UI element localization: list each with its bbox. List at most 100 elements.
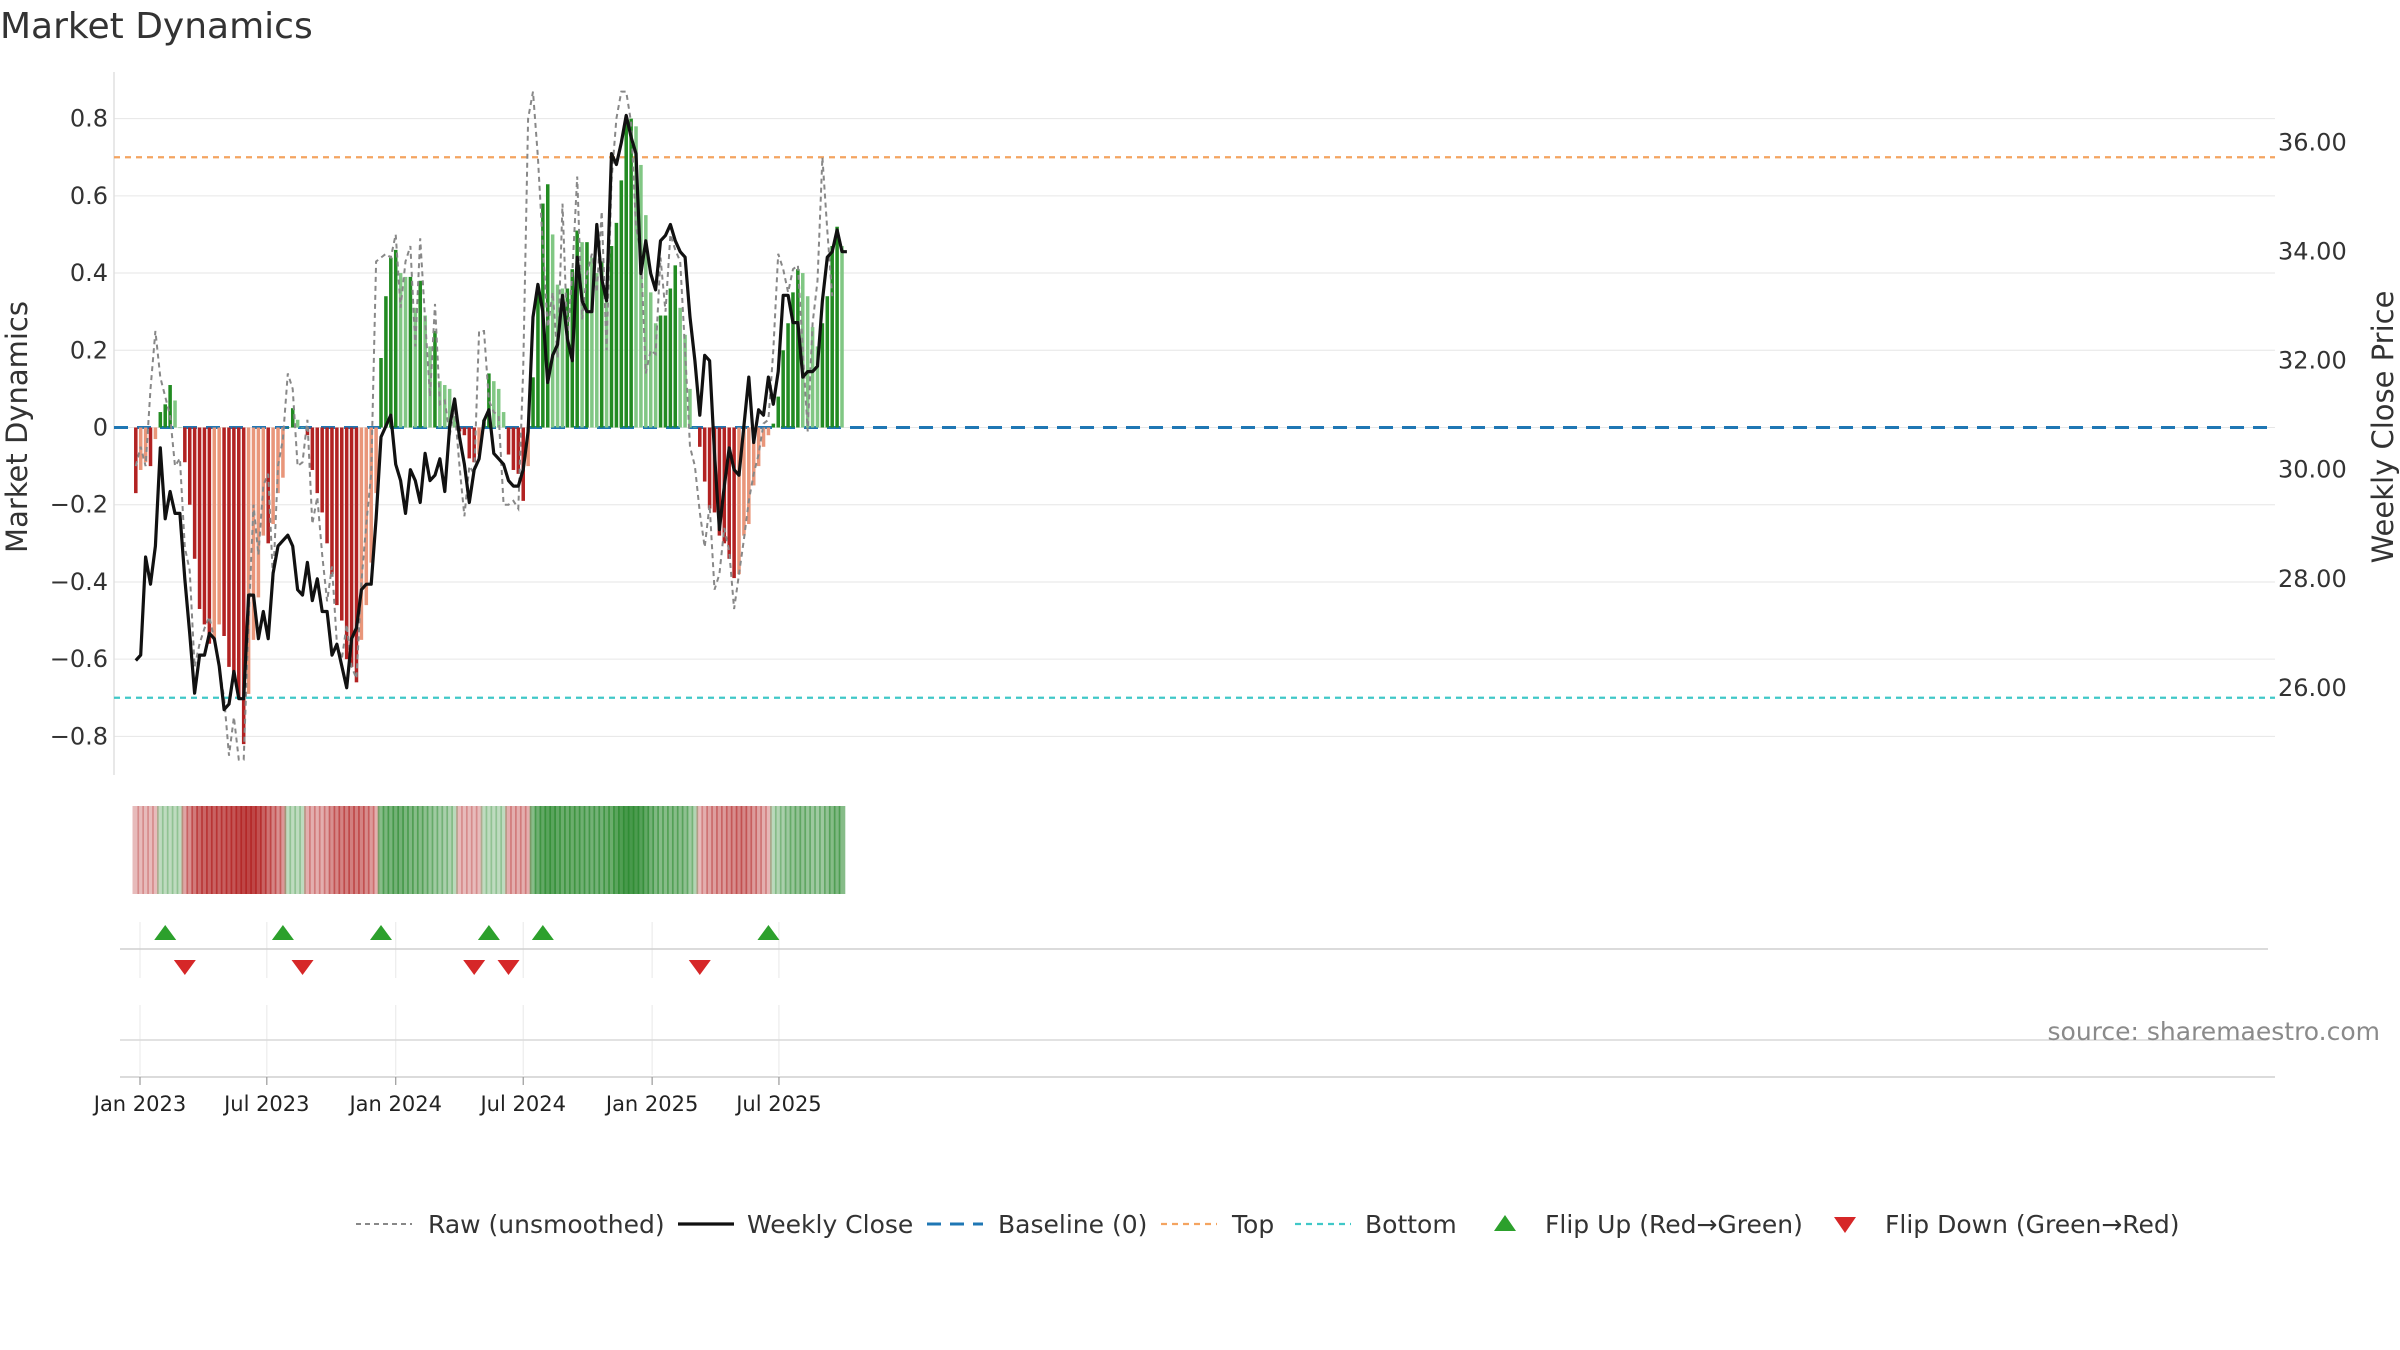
regime-cell — [147, 806, 154, 894]
y-tick-label: −0.8 — [50, 722, 108, 750]
x-tick-label: Jan 2023 — [92, 1092, 187, 1116]
regime-cell — [823, 806, 831, 894]
dynamics-bar — [384, 296, 388, 428]
dynamics-bar — [364, 427, 369, 606]
regime-cell — [269, 806, 277, 894]
dynamics-bar — [232, 427, 236, 679]
dynamics-bar — [619, 180, 624, 428]
y-tick-label: 0.2 — [70, 336, 108, 364]
y-axis-title: Market Dynamics — [0, 301, 34, 553]
chart-title: Market Dynamics — [0, 6, 313, 47]
regime-cell — [701, 806, 708, 894]
dynamics-bar — [771, 423, 776, 428]
flip-grid — [120, 922, 2268, 978]
regime-cell — [632, 806, 640, 894]
dynamics-bar — [624, 122, 628, 428]
legend-label-top: Top — [1231, 1210, 1274, 1239]
dynamics-bar — [614, 222, 619, 428]
regime-cell — [706, 806, 713, 894]
regime-cell — [809, 806, 816, 894]
regime-cell — [230, 806, 238, 894]
dynamics-bar — [702, 427, 707, 482]
regime-cell — [652, 806, 659, 894]
dynamics-bar — [835, 226, 839, 428]
flip-up-marker — [271, 925, 294, 940]
regime-cell — [588, 806, 596, 894]
regime-cell — [819, 806, 826, 894]
dynamics-bar — [658, 315, 663, 428]
regime-cell — [372, 806, 380, 894]
dynamics-bar — [477, 427, 481, 455]
regime-cell — [716, 806, 723, 894]
regime-cell — [157, 806, 164, 894]
dynamics-bar — [192, 427, 197, 559]
regime-cell — [289, 806, 297, 894]
regime-cell — [451, 806, 458, 894]
flip-up-marker — [757, 925, 780, 940]
x-tick-label: Jul 2025 — [734, 1092, 821, 1116]
legend-label-bottom: Bottom — [1365, 1210, 1457, 1239]
reference-lines — [114, 156, 2275, 699]
dynamics-bar — [178, 427, 182, 429]
legend-flip-down-swatch — [1834, 1217, 1856, 1233]
regime-cell — [647, 806, 655, 894]
dynamics-bar — [246, 427, 251, 694]
dynamics-bar — [545, 184, 550, 428]
regime-cell — [598, 806, 605, 894]
raw-line — [134, 90, 834, 761]
regime-cell — [377, 806, 385, 894]
dynamics-bar — [418, 280, 423, 428]
regime-cell — [529, 806, 537, 894]
regime-strip — [132, 806, 846, 894]
regime-cell — [235, 806, 243, 894]
regime-cell — [524, 806, 532, 894]
regime-cell — [544, 806, 552, 894]
dynamics-bar — [805, 296, 810, 428]
dynamics-bar — [550, 234, 555, 428]
date-ticks: Jan 2023 Jul 2023 Jan 2024 Jul 2024 Jan 2025… — [92, 1077, 822, 1116]
dynamics-bar — [340, 427, 344, 621]
dynamics-bar — [462, 427, 467, 436]
regime-cell — [201, 806, 208, 894]
regime-cell — [353, 806, 360, 894]
regime-cell — [191, 806, 198, 894]
flip-down-marker — [497, 960, 520, 975]
regime-cell — [760, 806, 767, 894]
y2-axis-title: Weekly Close Price — [2366, 291, 2400, 564]
regime-cell — [343, 806, 350, 894]
y2-tick-label: 30.00 — [2278, 456, 2347, 484]
dynamics-bar — [707, 427, 712, 509]
regime-cell — [431, 806, 439, 894]
dynamics-bar — [751, 427, 756, 486]
dynamics-bar — [810, 327, 815, 428]
regime-cell — [465, 806, 473, 894]
regime-cell — [333, 806, 341, 894]
dynamics-bar — [595, 273, 599, 428]
dynamics-bars — [134, 118, 844, 745]
dynamics-bar — [830, 246, 834, 428]
x-tick-label: Jul 2024 — [478, 1092, 565, 1116]
flip-up-marker — [370, 925, 393, 940]
regime-cell — [402, 806, 409, 894]
regime-cell — [470, 806, 478, 894]
dynamics-bar — [472, 427, 476, 463]
y2-tick-label: 36.00 — [2278, 129, 2347, 157]
dynamics-bar — [276, 427, 280, 494]
regime-cell — [284, 806, 292, 894]
dynamics-bar — [286, 427, 290, 429]
dynamics-bar — [413, 307, 418, 428]
regime-cell — [618, 806, 625, 894]
dynamics-bar — [217, 427, 221, 625]
regime-cell — [573, 806, 581, 894]
regime-cell — [475, 806, 483, 894]
dynamics-bar — [531, 377, 535, 428]
dynamics-bar — [820, 323, 825, 428]
regime-cell — [578, 806, 586, 894]
dynamics-bar — [143, 427, 148, 463]
y-tick-label: 0 — [93, 414, 108, 442]
dynamics-bar — [727, 427, 731, 559]
dynamics-bar — [393, 249, 398, 428]
regime-cell — [519, 806, 527, 894]
regime-cell — [505, 806, 512, 894]
legend-label-close: Weekly Close — [747, 1210, 913, 1239]
